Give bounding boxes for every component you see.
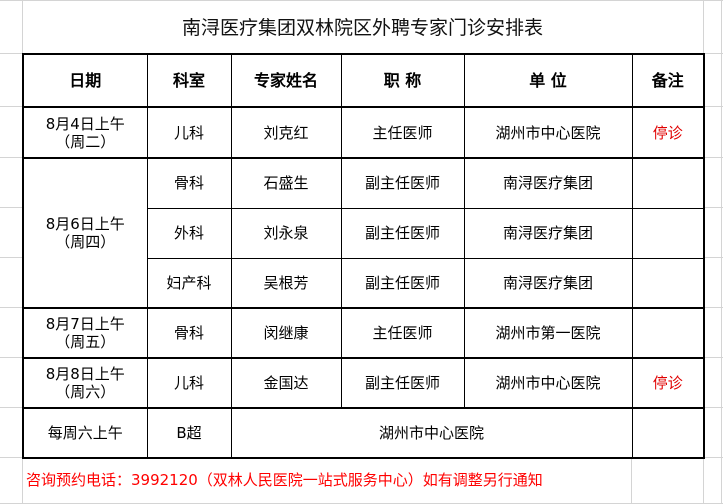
name-cell: 闵继康 xyxy=(230,307,342,359)
name-cell: 石盛生 xyxy=(230,157,342,209)
weekday-text: （周二） xyxy=(55,132,116,151)
header-row: 日期 科室 专家姓名 职 称 单 位 备注 xyxy=(22,53,705,108)
table-row: 8月8日上午 （周六） 儿科 金国达 副主任医师 湖州市中心医院 停诊 xyxy=(22,357,705,409)
date-text: 8月8日上午 xyxy=(45,365,125,383)
note-cell: 停诊 xyxy=(631,106,705,159)
date-cell: 8月8日上午 （周六） xyxy=(22,357,148,409)
unit-cell: 湖州市中心医院 xyxy=(463,106,633,159)
title-cell: 副主任医师 xyxy=(340,207,465,259)
name-cell: 吴根芳 xyxy=(230,257,342,309)
name-cell: 刘永泉 xyxy=(230,207,342,259)
dept-cell: 儿科 xyxy=(146,357,232,409)
table-row: 8月4日上午 （周二） 儿科 刘克红 主任医师 湖州市中心医院 停诊 xyxy=(22,106,705,159)
grid-line xyxy=(721,0,722,504)
unit-cell: 湖州市中心医院 xyxy=(463,357,633,409)
dept-cell: 骨科 xyxy=(146,307,232,359)
table-row: 8月7日上午 （周五） 骨科 闵继康 主任医师 湖州市第一医院 xyxy=(22,307,705,359)
unit-cell: 南浔医疗集团 xyxy=(463,157,633,209)
note-cell: 停诊 xyxy=(631,357,705,409)
weekday-text: （周六） xyxy=(55,383,116,401)
note-cell xyxy=(631,207,705,259)
date-cell: 每周六上午 xyxy=(22,407,148,459)
table-row: 妇产科 吴根芳 副主任医师 南浔医疗集团 xyxy=(23,257,705,309)
unit-cell: 南浔医疗集团 xyxy=(463,257,633,309)
dept-cell: 外科 xyxy=(146,207,232,259)
grid-line xyxy=(0,0,723,1)
title-cell: 副主任医师 xyxy=(340,357,465,409)
dept-cell: B超 xyxy=(146,407,232,459)
schedule-table: 日期 科室 专家姓名 职 称 单 位 备注 8月4日上午 （周二） 儿科 刘克红 … xyxy=(22,53,705,459)
note-cell xyxy=(631,157,705,209)
header-dept: 科室 xyxy=(146,53,232,108)
date-cell: 8月6日上午 （周四） xyxy=(22,157,148,309)
name-cell: 金国达 xyxy=(230,357,342,409)
table-row: 8月6日上午 （周四） 骨科 石盛生 副主任医师 南浔医疗集团 xyxy=(22,157,705,309)
weekday-text: （周五） xyxy=(55,333,116,351)
unit-cell: 湖州市第一医院 xyxy=(463,307,633,359)
footer-notice: 咨询预约电话：3992120（双林人民医院一站式服务中心）如有调整另行通知 xyxy=(26,471,543,489)
title-cell: 主任医师 xyxy=(340,307,465,359)
date-text: 8月4日上午 xyxy=(45,114,125,133)
header-title: 职 称 xyxy=(340,53,465,108)
header-unit: 单 位 xyxy=(463,53,633,108)
title-cell: 副主任医师 xyxy=(340,257,465,309)
dept-cell: 骨科 xyxy=(146,157,232,209)
name-cell: 刘克红 xyxy=(230,106,342,159)
date-cell: 8月7日上午 （周五） xyxy=(22,307,148,359)
header-date: 日期 xyxy=(22,53,148,108)
table-row: 每周六上午 B超 湖州市中心医院 xyxy=(22,407,705,459)
title-cell: 主任医师 xyxy=(340,106,465,159)
header-note: 备注 xyxy=(631,53,705,108)
weekday-text: （周四） xyxy=(55,233,116,251)
unit-cell: 南浔医疗集团 xyxy=(463,207,633,259)
date-cell: 8月4日上午 （周二） xyxy=(22,106,148,159)
dept-cell: 儿科 xyxy=(146,106,232,159)
header-name: 专家姓名 xyxy=(230,53,342,108)
title-cell: 副主任医师 xyxy=(340,157,465,209)
date-text: 8月7日上午 xyxy=(45,315,125,333)
unit-cell: 湖州市中心医院 xyxy=(230,407,633,459)
note-cell xyxy=(631,307,705,359)
page-title: 南浔医疗集团双林院区外聘专家门诊安排表 xyxy=(181,17,543,39)
date-text: 8月6日上午 xyxy=(45,215,125,233)
note-cell xyxy=(631,407,705,459)
note-cell xyxy=(631,257,705,309)
grid-line xyxy=(631,457,632,504)
dept-cell: 妇产科 xyxy=(146,257,232,309)
